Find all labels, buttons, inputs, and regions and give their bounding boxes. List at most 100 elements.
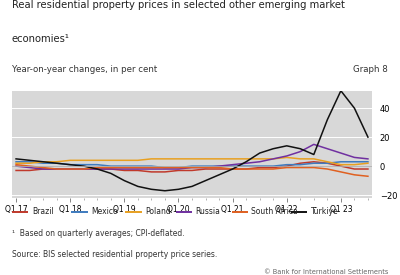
Russia [41, 167, 46, 171]
Mexico [136, 164, 140, 168]
Poland [284, 156, 289, 159]
Russia [230, 163, 235, 166]
Türkiye [217, 173, 222, 177]
Brazil [298, 162, 303, 165]
Russia [325, 147, 330, 150]
Mexico [149, 164, 154, 168]
Russia [122, 167, 127, 171]
Poland [81, 159, 86, 162]
Brazil [54, 167, 59, 171]
Türkiye [325, 118, 330, 121]
Russia [366, 157, 370, 161]
Line: Mexico: Mexico [16, 162, 368, 167]
South Africa [352, 173, 357, 177]
Brazil [284, 164, 289, 168]
Mexico [81, 163, 86, 166]
Mexico [325, 162, 330, 165]
Türkiye [366, 136, 370, 139]
South Africa [27, 164, 32, 168]
Mexico [217, 164, 222, 168]
Poland [176, 157, 181, 161]
South Africa [366, 175, 370, 178]
Poland [14, 162, 18, 165]
Line: Brazil: Brazil [16, 162, 368, 172]
Russia [190, 166, 194, 169]
South Africa [271, 167, 276, 171]
Russia [149, 167, 154, 171]
South Africa [203, 166, 208, 169]
Brazil [203, 167, 208, 171]
Poland [257, 157, 262, 161]
Brazil [312, 160, 316, 163]
Mexico [176, 166, 181, 169]
Mexico [338, 160, 343, 163]
Mexico [68, 163, 72, 166]
Türkiye [41, 160, 46, 163]
Poland [244, 157, 248, 161]
Mexico [271, 164, 276, 168]
Poland [41, 160, 46, 163]
Türkiye [54, 162, 59, 165]
Brazil [271, 166, 276, 169]
Russia [298, 150, 303, 153]
Russia [352, 156, 357, 159]
Russia [257, 160, 262, 163]
Line: Poland: Poland [16, 157, 368, 165]
Mexico [244, 164, 248, 168]
Brazil [136, 169, 140, 172]
South Africa [68, 167, 72, 171]
Brazil [68, 167, 72, 171]
South Africa [149, 166, 154, 169]
Text: Mexico: Mexico [91, 207, 118, 216]
Russia [54, 167, 59, 171]
South Africa [122, 166, 127, 169]
Brazil [338, 164, 343, 168]
Mexico [162, 166, 167, 169]
Brazil [190, 169, 194, 172]
Mexico [284, 163, 289, 166]
South Africa [244, 167, 248, 171]
Poland [54, 160, 59, 163]
Russia [14, 164, 18, 168]
Text: Türkiye: Türkiye [311, 207, 338, 216]
Türkiye [136, 185, 140, 188]
Mexico [95, 163, 100, 166]
South Africa [217, 166, 222, 169]
Türkiye [257, 152, 262, 155]
Mexico [352, 160, 357, 163]
Türkiye [271, 147, 276, 150]
Poland [136, 159, 140, 162]
Brazil [352, 167, 357, 171]
Brazil [366, 167, 370, 171]
Poland [203, 157, 208, 161]
South Africa [284, 166, 289, 169]
South Africa [95, 166, 100, 169]
Brazil [81, 167, 86, 171]
Brazil [95, 167, 100, 171]
Mexico [108, 164, 113, 168]
Russia [284, 154, 289, 158]
Russia [162, 167, 167, 171]
Mexico [54, 162, 59, 165]
Brazil [230, 167, 235, 171]
Poland [325, 160, 330, 163]
South Africa [230, 167, 235, 171]
Türkiye [108, 172, 113, 175]
Line: Russia: Russia [16, 144, 368, 169]
Russia [244, 162, 248, 165]
Mexico [190, 164, 194, 168]
Brazil [217, 167, 222, 171]
Türkiye [230, 167, 235, 171]
Türkiye [27, 159, 32, 162]
Mexico [41, 162, 46, 165]
Türkiye [68, 163, 72, 166]
Poland [162, 157, 167, 161]
Brazil [27, 169, 32, 172]
Line: South Africa: South Africa [16, 165, 368, 176]
South Africa [14, 163, 18, 166]
South Africa [298, 166, 303, 169]
Russia [68, 167, 72, 171]
Text: Brazil: Brazil [32, 207, 54, 216]
Russia [203, 166, 208, 169]
Türkiye [352, 106, 357, 110]
